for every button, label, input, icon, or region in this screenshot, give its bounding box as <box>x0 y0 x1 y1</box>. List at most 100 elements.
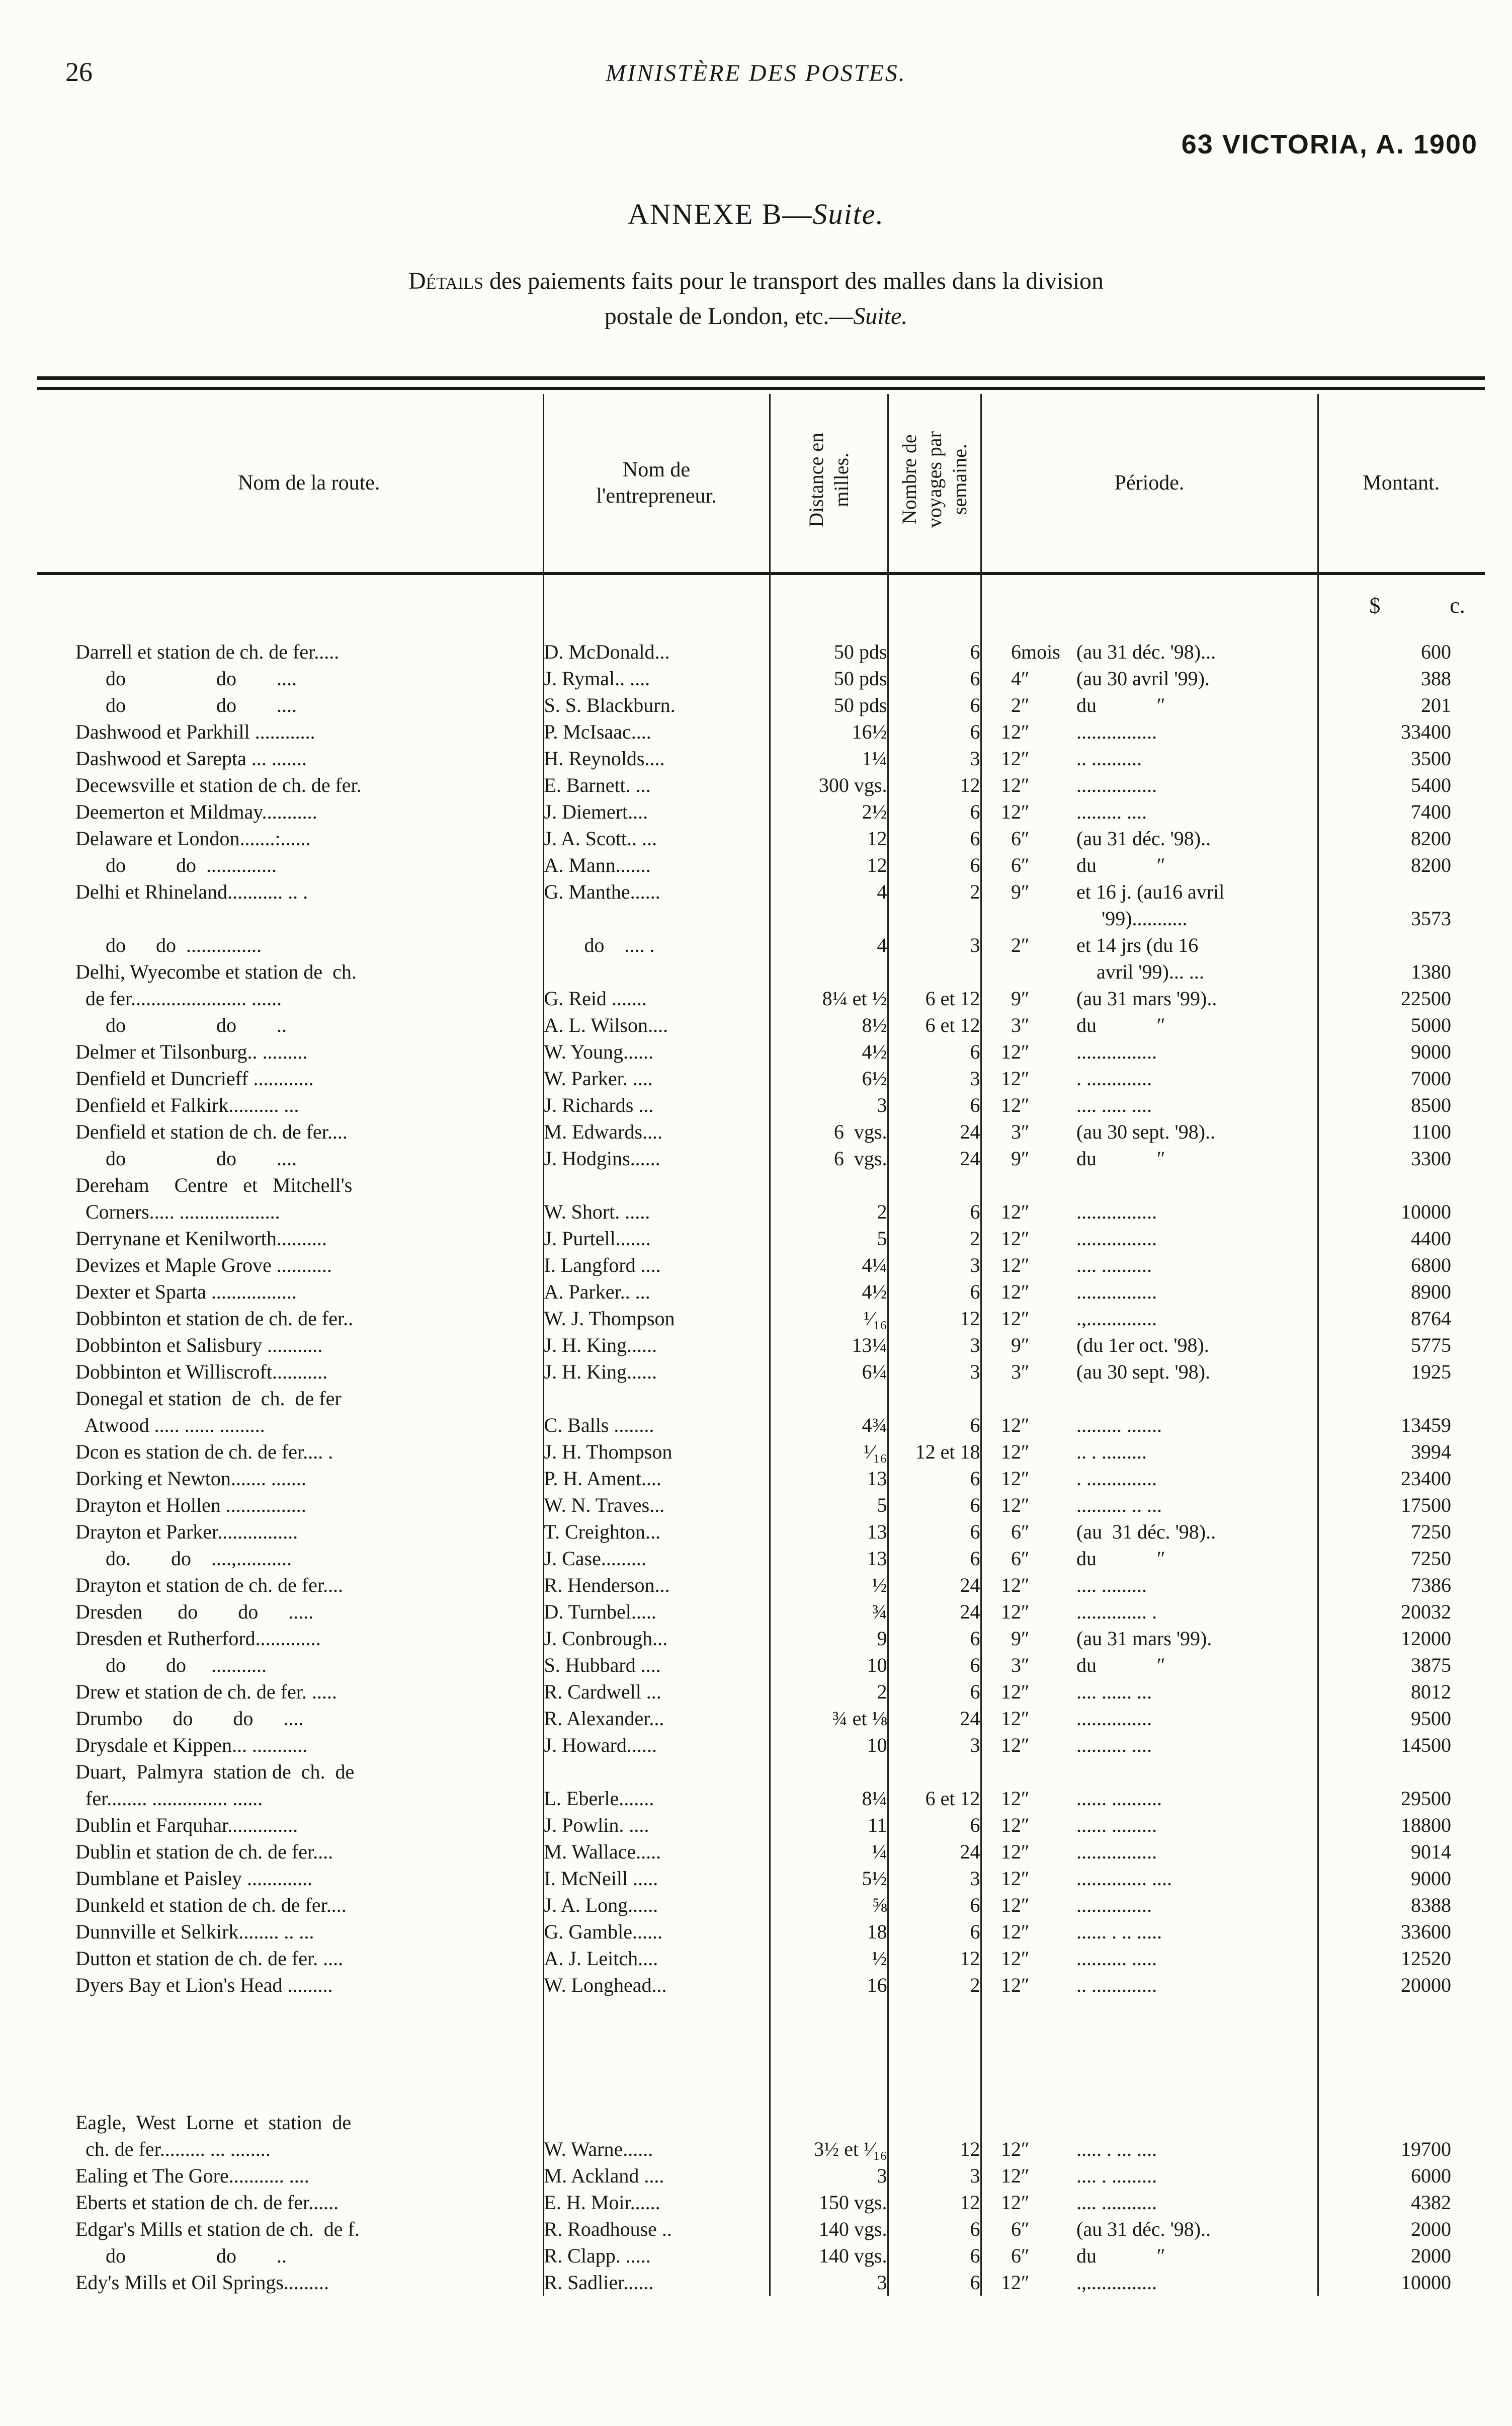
amount-dollars-cell: 125 <box>1401 1947 1431 1970</box>
session-heading: 63 VICTORIA, A. 1900 <box>1181 129 1478 159</box>
amount-cents-cell <box>1431 1172 1484 1198</box>
periode-unit-cell: ″ <box>1021 720 1030 743</box>
periode-text-cell: (au 30 avril '99). <box>1076 665 1319 692</box>
periode-months-cell: 6 <box>1011 2244 1021 2267</box>
distance-cell: 8¼ <box>770 1785 889 1812</box>
voyages-cell: 2 <box>888 1972 982 1998</box>
entrepreneur-cell: J. Purtell....... <box>543 1225 771 1252</box>
table-row: Eagle, West Lorne et station de <box>75 2109 1484 2136</box>
running-head: MINISTÈRE DES POSTES. <box>606 60 906 87</box>
amount-dollars-cell: 100 <box>1401 2271 1431 2294</box>
voyages-cell: 6 <box>888 1518 982 1545</box>
amount-dollars-cell: 50 <box>1411 1014 1431 1036</box>
amount-cents-cell: 20 <box>1431 1947 1451 1970</box>
distance-cell: 16 <box>770 1972 889 1998</box>
periode-text-cell: .. ............. <box>1076 1972 1319 1998</box>
caption-line-1: Détails des paiements faits pour le tran… <box>0 264 1512 299</box>
periode-unit-cell: ″ <box>1021 1494 1030 1516</box>
periode-text-cell <box>1076 1172 1319 1198</box>
periode-months-cell: 12 <box>1001 800 1021 823</box>
periode-months-cell: 2 <box>1011 934 1021 956</box>
periode-months-cell: 12 <box>1001 1574 1021 1596</box>
periode-months-cell: 12 <box>1001 1787 1021 1810</box>
amount-dollars-cell: 295 <box>1401 1787 1431 1810</box>
entrepreneur-cell <box>543 1172 771 1198</box>
route-cell: Denfield et Duncrieff ............ <box>75 1065 544 1092</box>
table-row: do do .............. A. Mann....... 12 6 6 ″ d… <box>75 852 1484 878</box>
amount-dollars-cell <box>1318 1998 1431 2109</box>
distance-cell: 4½ <box>770 1278 889 1305</box>
amount-dollars-cell: 73 <box>1411 1574 1431 1596</box>
amount-dollars-cell: 33 <box>1411 1147 1431 1170</box>
table-row: Dexter et Sparta ................. A. Par… <box>75 1278 1484 1305</box>
entrepreneur-cell <box>543 1385 771 1412</box>
amount-cents-cell <box>1431 1998 1484 2109</box>
table-row: Deemerton et Mildmay........... J. Diemer… <box>75 798 1484 825</box>
periode-months-cell: 12 <box>1001 2138 1021 2160</box>
periode-text-cell: ................ <box>1076 1198 1319 1225</box>
voyages-cell: 6 <box>888 1038 982 1065</box>
table-row: Derrynane et Kenilworth.......... J. Purt… <box>75 1225 1484 1252</box>
periode-months-cell: 12 <box>1001 774 1021 796</box>
amount-cents-cell: 14 <box>1431 1840 1451 1863</box>
periode-unit-cell: ″ <box>1021 934 1030 956</box>
distance-cell: ¼ <box>770 1838 889 1865</box>
periode-unit-cell: ″ <box>1021 2218 1030 2240</box>
distance-cell: 6 vgs. <box>770 1118 889 1145</box>
amount-cents-cell: 00 <box>1431 1920 1451 1943</box>
voyages-cell: 6 <box>888 692 982 718</box>
voyages-cell: 6 <box>888 1812 982 1838</box>
table-row: do do .... J. Hodgins...... 6 vgs. 24 9 ″ du ″… <box>75 1145 1484 1172</box>
voyages-cell: 12 et 18 <box>888 1438 982 1465</box>
periode-text-cell: .... . ......... <box>1076 2162 1319 2189</box>
route-cell: Edy's Mills et Oil Springs......... <box>75 2269 544 2296</box>
caption-line2-suite: Suite. <box>853 303 908 330</box>
periode-text-cell: avril '99)... ... <box>1076 958 1319 985</box>
periode-text-cell: (au 30 sept. '98). <box>1076 1358 1319 1385</box>
table-row: Dashwood et Parkhill ............ P. McIs… <box>75 718 1484 745</box>
periode-unit-cell <box>1021 1758 1076 1785</box>
route-cell: Dobbinton et Salisbury ........... <box>75 1332 544 1358</box>
entrepreneur-cell: M. Ackland .... <box>543 2162 771 2189</box>
periode-unit-cell: ″ <box>1021 1654 1030 1676</box>
amount-cents-cell: 00 <box>1431 1467 1451 1490</box>
periode-months-cell: 12 <box>1001 1840 1021 1863</box>
distance-cell: 16½ <box>770 718 889 745</box>
table-row: Dunkeld et station de ch. de fer.... J. A… <box>75 1892 1484 1918</box>
distance-cell: 50 pds <box>770 692 889 718</box>
amount-dollars-cell: 70 <box>1411 1067 1431 1090</box>
route-cell: Dashwood et Parkhill ............ <box>75 718 544 745</box>
periode-unit-cell: ″ <box>1021 2164 1030 2187</box>
distance-cell: 300 vgs. <box>770 772 889 798</box>
periode-unit-cell: ″ <box>1021 1867 1030 1890</box>
periode-months-cell: 3 <box>1011 1360 1021 1383</box>
route-cell: Dresden do do ..... <box>75 1598 544 1625</box>
route-cell <box>75 905 544 932</box>
table-row: do do ........... S. Hubbard .... 10 6 3 ″ du … <box>75 1652 1484 1678</box>
periode-unit-cell: ″ <box>1021 1254 1030 1276</box>
entrepreneur-cell: R. Alexander... <box>543 1705 771 1732</box>
distance-cell <box>770 1172 889 1198</box>
periode-months-cell: 2 <box>1011 694 1021 716</box>
annexe-prefix: ANNEXE B— <box>627 198 813 230</box>
entrepreneur-cell: H. Reynolds.... <box>543 745 771 772</box>
amount-cents-cell: 25 <box>1431 1360 1451 1383</box>
amount-cents-cell: 00 <box>1431 1707 1451 1730</box>
route-cell: Deemerton et Mildmay........... <box>75 798 544 825</box>
amount-dollars-cell: 83 <box>1411 1894 1431 1916</box>
distance-cell: 3 <box>770 2162 889 2189</box>
distance-cell: 1¼ <box>770 745 889 772</box>
voyages-cell: 6 <box>888 638 982 665</box>
periode-text-cell: .. .......... <box>1076 745 1319 772</box>
distance-cell: 4½ <box>770 1038 889 1065</box>
periode-months-cell <box>981 1172 1021 1198</box>
table-row: Eberts et station de ch. de fer...... E. … <box>75 2189 1484 2216</box>
periode-unit-cell: ″ <box>1021 1360 1030 1383</box>
route-cell: Drayton et Hollen ................ <box>75 1492 544 1518</box>
periode-text-cell: du ″ <box>1076 2242 1319 2269</box>
voyages-cell: 6 <box>888 2242 982 2269</box>
voyages-cell: 6 <box>888 1625 982 1652</box>
route-cell: Dexter et Sparta ................. <box>75 1278 544 1305</box>
amount-dollars-cell: 72 <box>1411 1520 1431 1543</box>
periode-months-cell: 12 <box>1001 1040 1021 1063</box>
